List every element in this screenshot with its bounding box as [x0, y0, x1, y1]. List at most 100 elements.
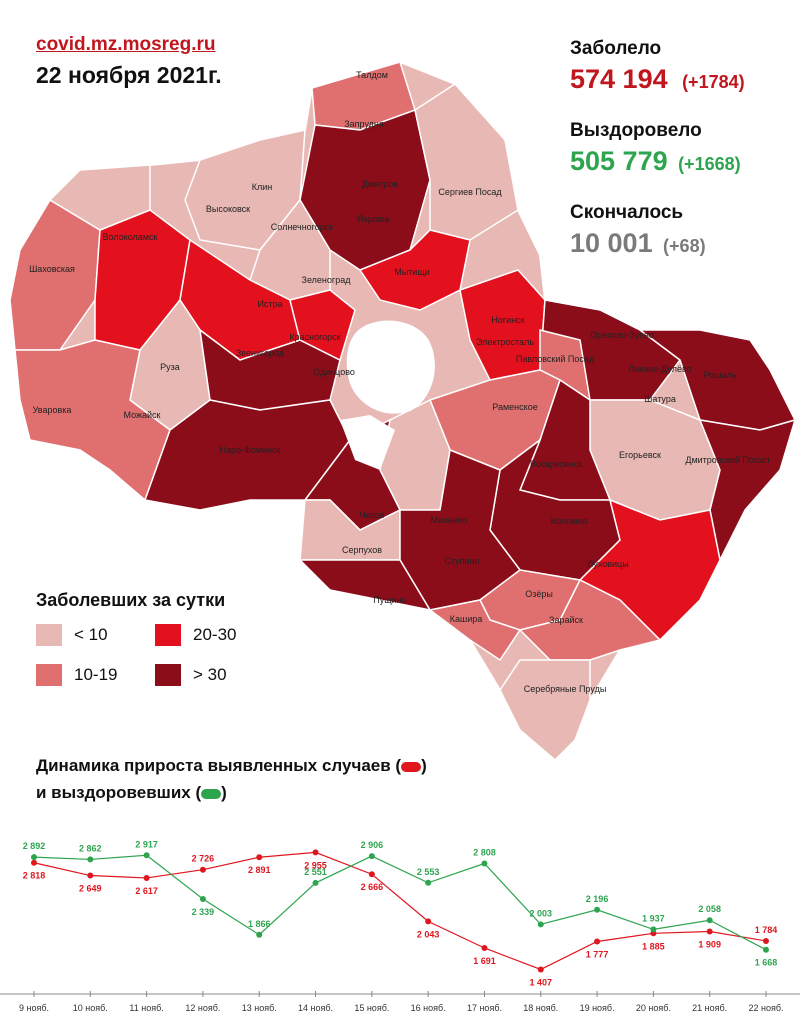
red-series-marker-icon: [401, 761, 422, 772]
district-lukhovitsy[interactable]: [578, 498, 721, 642]
dynamics-title-end1: ): [421, 756, 427, 775]
recovered-data-label: 2 551: [304, 867, 327, 877]
recovered-point: [650, 926, 657, 933]
recovered-data-label: 2 862: [79, 843, 102, 853]
recovered-point: [143, 852, 150, 859]
city-label: Солнечногорск: [271, 222, 333, 232]
x-tick-label: 12 нояб.: [185, 1003, 220, 1013]
region-map: Талдом Запрудня Дмитров Сергиев Посад Клин Вы…: [8, 60, 797, 762]
city-label: Шаховская: [29, 264, 75, 274]
city-label: Ступино: [444, 556, 479, 566]
city-label: Руза: [160, 362, 180, 372]
city-label: Дмитровский Погост: [685, 455, 770, 465]
city-label: Пущино: [373, 595, 406, 605]
city-label: Орехово-Зуево: [590, 330, 653, 340]
city-label: Кашира: [450, 614, 483, 624]
district-mytishchi[interactable]: [358, 229, 471, 311]
city-label: Звенигород: [236, 348, 285, 358]
city-label: Истра: [257, 299, 282, 309]
recovered-point: [537, 921, 544, 928]
district-sergiev-posad[interactable]: [414, 83, 519, 241]
city-label: Коломна: [551, 516, 588, 526]
x-tick-label: 17 нояб.: [467, 1003, 502, 1013]
cases-point: [87, 872, 94, 879]
cases-data-label: 2 666: [361, 882, 384, 892]
city-label: Серпухов: [342, 545, 382, 555]
legend-label: > 30: [193, 665, 227, 684]
x-tick-label: 22 нояб.: [748, 1003, 783, 1013]
recovered-data-label: 2 808: [473, 847, 496, 857]
legend-swatch: [36, 624, 62, 646]
recovered-data-label: 1 866: [248, 919, 271, 929]
city-label: Запрудня: [344, 119, 384, 129]
cases-point: [481, 944, 488, 951]
site-url[interactable]: covid.mz.mosreg.ru: [36, 34, 216, 55]
city-label: Раменское: [492, 402, 537, 412]
cases-data-label: 2 818: [23, 871, 46, 881]
legend-item-lt10: < 10: [36, 624, 108, 646]
cases-point: [143, 874, 150, 881]
city-label: Зеленоград: [302, 275, 352, 285]
city-label: Рошаль: [704, 370, 737, 380]
moscow-city-hole: [346, 320, 435, 414]
cases-data-label: 1 909: [698, 939, 721, 949]
city-label: Зарайск: [549, 615, 583, 625]
recovered-point: [763, 946, 769, 953]
recovered-point: [368, 853, 375, 860]
deaths-label: Скончалось: [570, 202, 684, 223]
city-label: Можайск: [124, 410, 161, 420]
cases-data-label: 2 726: [192, 854, 215, 864]
new-moscow-area: [340, 415, 395, 470]
cases-point: [763, 937, 769, 944]
cases-point: [368, 871, 375, 878]
recovered-data-label: 2 003: [530, 908, 553, 918]
cases-data-label: 1 691: [473, 956, 496, 966]
recovered-data-label: 2 058: [698, 904, 721, 914]
cases-data-label: 2 649: [79, 884, 102, 894]
x-tick-label: 18 нояб.: [523, 1003, 558, 1013]
city-label: Электросталь: [476, 337, 534, 347]
report-date: 22 ноября 2021г.: [36, 62, 222, 88]
legend-label: 20-30: [193, 625, 237, 644]
city-label: Высоковск: [206, 204, 250, 214]
cases-data-label: 1 407: [530, 977, 553, 987]
dynamics-title-text1: Динамика прироста выявленных случаев (: [36, 756, 402, 775]
legend-swatch: [155, 624, 181, 646]
district-lotoshino[interactable]: [48, 164, 151, 231]
x-tick-label: 14 нояб.: [298, 1003, 333, 1013]
legend-item-20-30: 20-30: [155, 624, 236, 646]
district-dmitrovsky-pogost[interactable]: [698, 418, 797, 563]
cases-data-label: 1 784: [755, 925, 778, 935]
dynamics-title-end2: ): [221, 783, 227, 802]
recovered-point: [594, 906, 601, 913]
city-label: Павловский Посад: [516, 354, 595, 364]
city-label: Михнево: [431, 515, 468, 525]
x-tick-label: 21 нояб.: [692, 1003, 727, 1013]
recovered-point: [256, 931, 263, 938]
city-label: Сергиев Посад: [438, 187, 502, 197]
city-labels: Талдом Запрудня Дмитров Сергиев Посад Клин Вы…: [29, 70, 771, 694]
district-serebryanye-prudy[interactable]: [499, 659, 591, 762]
recovered-value: 505 779: [570, 146, 668, 176]
dynamics-title-text2: и выздоровевших (: [36, 783, 202, 802]
legend-item-gt30: > 30: [155, 664, 227, 686]
x-tick-label: 20 нояб.: [636, 1003, 671, 1013]
recovered-data-label: 1 668: [755, 958, 778, 968]
infected-value: 574 194: [570, 64, 668, 94]
infected-row: 574 194 (+1784): [570, 64, 745, 95]
recovered-point: [706, 917, 713, 924]
x-tick-label: 15 нояб.: [354, 1003, 389, 1013]
infected-label: Заболело: [570, 38, 662, 59]
city-label: Егорьевск: [619, 450, 661, 460]
city-label: Воскресенск: [530, 459, 582, 469]
district-krasnogorsk[interactable]: [289, 289, 356, 362]
deaths-row: 10 001 (+68): [570, 228, 706, 259]
city-label: Яхрома: [357, 214, 389, 224]
deaths-value: 10 001: [570, 228, 653, 258]
city-label: Шатура: [644, 394, 676, 404]
x-tick-label: 19 нояб.: [580, 1003, 615, 1013]
city-label: Серебряные Пруды: [524, 684, 607, 694]
recovered-point: [199, 895, 206, 902]
cases-data-label: 1 777: [586, 949, 609, 959]
recovered-point: [425, 879, 432, 886]
